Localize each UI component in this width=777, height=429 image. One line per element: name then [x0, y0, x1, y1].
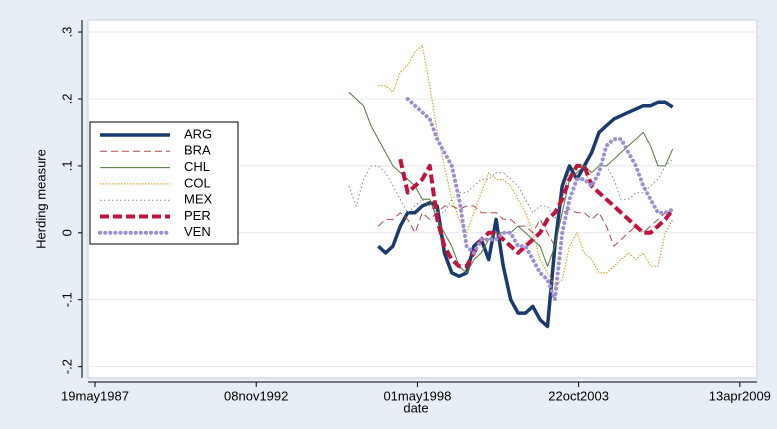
series-line [377, 100, 674, 329]
y-tick-label: -.2 [59, 359, 74, 374]
series-line [348, 158, 674, 220]
legend-label: BRA [184, 143, 211, 158]
series-line [398, 158, 675, 269]
x-tick-label: 22oct2003 [548, 388, 609, 403]
legend-box [89, 121, 239, 245]
legend-label: CHL [184, 159, 210, 174]
x-tick-label: 13apr2009 [709, 388, 771, 403]
y-tick-label: .3 [59, 27, 74, 38]
y-tick-label: .2 [59, 94, 74, 105]
legend-label: VEN [184, 224, 211, 239]
legend-label: COL [184, 175, 211, 190]
series-line [377, 205, 673, 247]
y-axis-title: Herding measure [33, 149, 48, 249]
legend-label: PER [184, 208, 211, 223]
y-tick-label: -.1 [59, 292, 74, 307]
y-tick-label: .1 [59, 160, 74, 171]
y-tick-label: 0 [59, 229, 74, 236]
legend-label: ARG [184, 126, 212, 141]
series-line [405, 97, 675, 302]
x-tick-label: 01may1998 [383, 388, 451, 403]
legend-label: MEX [184, 192, 213, 207]
x-tick-label: 08nov1992 [224, 388, 288, 403]
x-tick-label: 19may1987 [61, 388, 129, 403]
x-axis-title: date [403, 400, 428, 415]
